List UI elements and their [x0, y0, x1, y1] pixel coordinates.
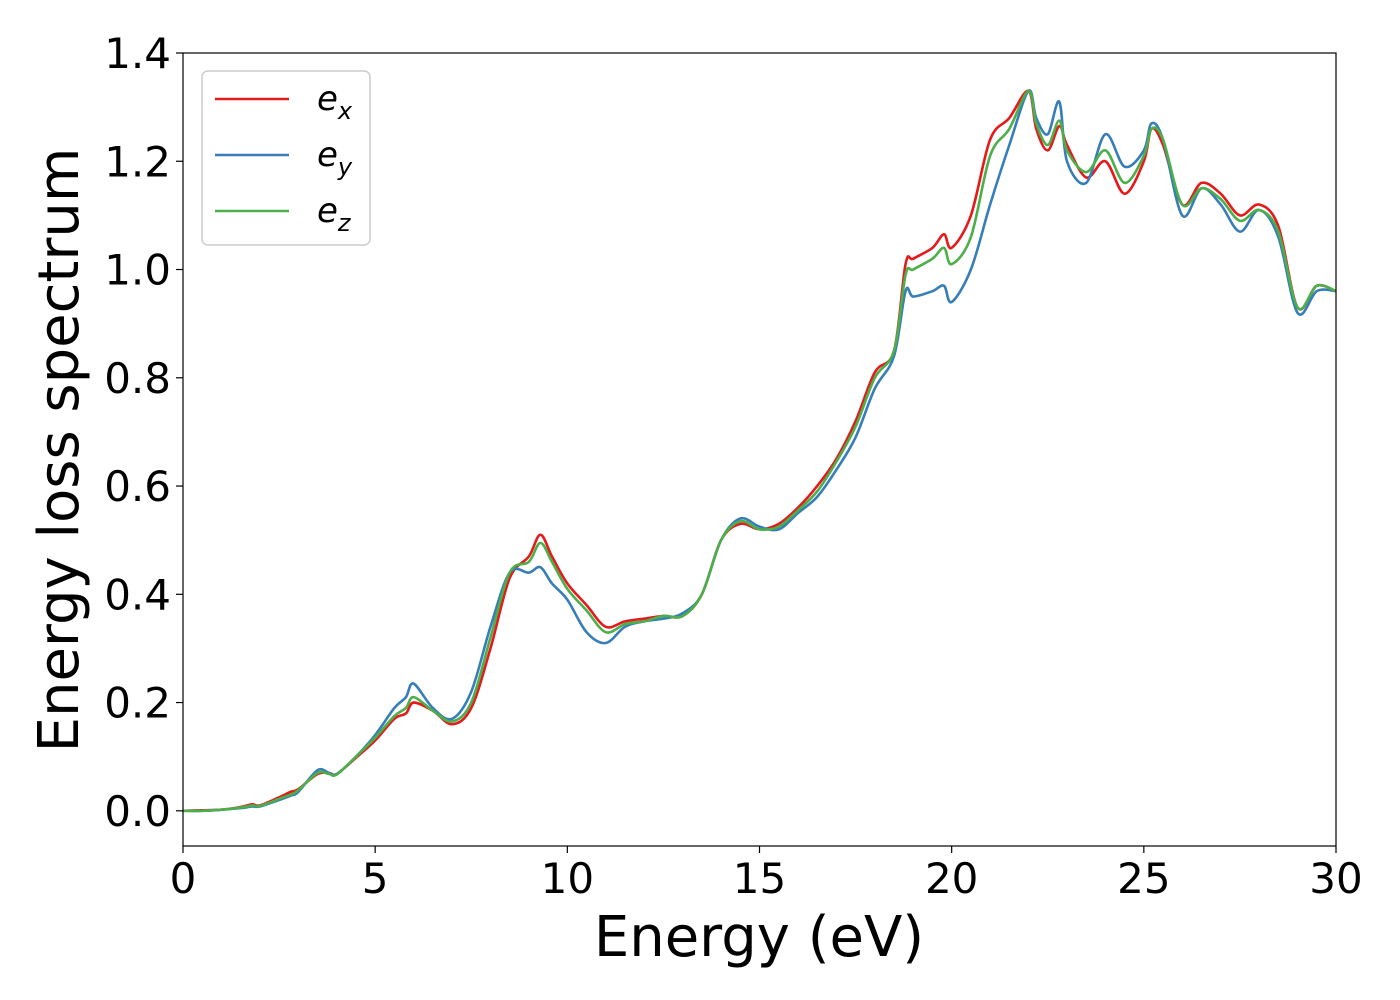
- legend-label-e-x: ex: [317, 79, 353, 125]
- x-axis-title: Energy (eV): [594, 905, 924, 970]
- y-tick-label: 1.0: [104, 246, 171, 295]
- legend-label-e-y: ey: [317, 135, 353, 181]
- x-tick-label: 5: [362, 854, 389, 903]
- x-tick-label: 15: [733, 854, 786, 903]
- legend-frame: [201, 70, 371, 246]
- legend: ex ey ez: [201, 70, 371, 246]
- y-tick-label: 0.8: [104, 354, 171, 403]
- y-tick-label: 0.2: [104, 679, 171, 728]
- series-line-e-z: [182, 89, 1337, 813]
- x-tick-label: 30: [1309, 854, 1362, 903]
- y-tick-label: 0.0: [104, 787, 171, 836]
- y-tick-label: 1.2: [104, 137, 171, 186]
- y-tick-label: 0.4: [104, 570, 171, 619]
- y-tick-label: 0.6: [104, 462, 171, 511]
- x-tick-label: 20: [925, 854, 978, 903]
- plot-area: [182, 52, 1337, 847]
- legend-label-e-z: ez: [317, 191, 352, 237]
- x-tick-label: 0: [170, 854, 197, 903]
- x-axis-ticks: 0 5 10 15 20 25 30: [170, 846, 1363, 903]
- y-axis-title: Energy loss spectrum: [27, 148, 92, 753]
- y-axis-ticks: 0.0 0.2 0.4 0.6 0.8 1.0 1.2 1.4: [104, 29, 183, 836]
- x-tick-label: 10: [541, 854, 594, 903]
- y-tick-label: 1.4: [104, 29, 171, 78]
- x-tick-label: 25: [1117, 854, 1170, 903]
